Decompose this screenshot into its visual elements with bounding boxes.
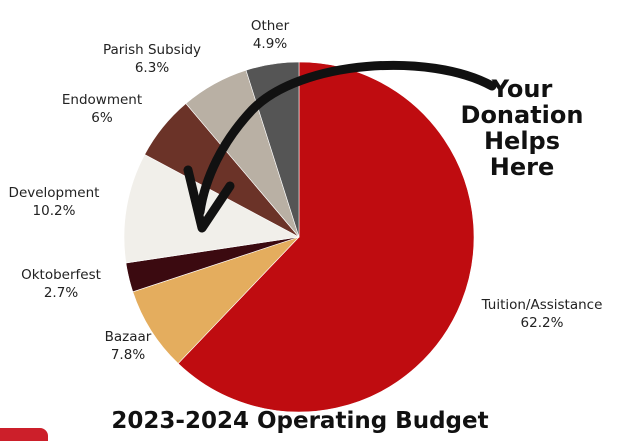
slice-percent: 6% [91, 110, 113, 126]
label-other: Other 4.9% [230, 17, 310, 53]
slice-name: Other [250, 18, 290, 34]
label-bazaar: Bazaar 7.8% [88, 328, 168, 364]
arrow-icon [183, 60, 497, 233]
callout-line: Your [491, 75, 553, 103]
slice-percent: 4.9% [252, 36, 288, 52]
pie-slices [123, 61, 475, 413]
slice-percent: 7.8% [110, 347, 146, 363]
label-development: Development 10.2% [0, 184, 108, 220]
slice-percent: 10.2% [32, 203, 76, 219]
slice-name: Tuition/Assistance [481, 297, 603, 313]
slice-name: Development [8, 185, 100, 201]
label-endowment: Endowment 6% [52, 91, 152, 127]
slice-name: Bazaar [104, 329, 152, 345]
slice-name: Oktoberfest [21, 267, 101, 283]
arrow-head [183, 165, 235, 233]
slice-name: Endowment [61, 92, 143, 108]
chart-title: 2023-2024 Operating Budget [111, 408, 489, 434]
arrow-shaft [195, 60, 497, 217]
callout-line: Donation [460, 101, 584, 129]
slice-name: Parish Subsidy [102, 42, 202, 58]
label-oktoberfest: Oktoberfest 2.7% [8, 266, 114, 302]
slice-percent: 2.7% [43, 285, 79, 301]
donation-callout: Your Donation Helps Here [452, 76, 592, 180]
slice-percent: 6.3% [134, 60, 170, 76]
slice-percent: 62.2% [520, 315, 564, 331]
pie-slice-tuition-assistance [177, 61, 475, 413]
label-tuition: Tuition/Assistance 62.2% [472, 296, 612, 332]
corner-accent [0, 428, 48, 441]
label-parish-subsidy: Parish Subsidy 6.3% [92, 41, 212, 77]
callout-line: Helps Here [483, 127, 561, 181]
